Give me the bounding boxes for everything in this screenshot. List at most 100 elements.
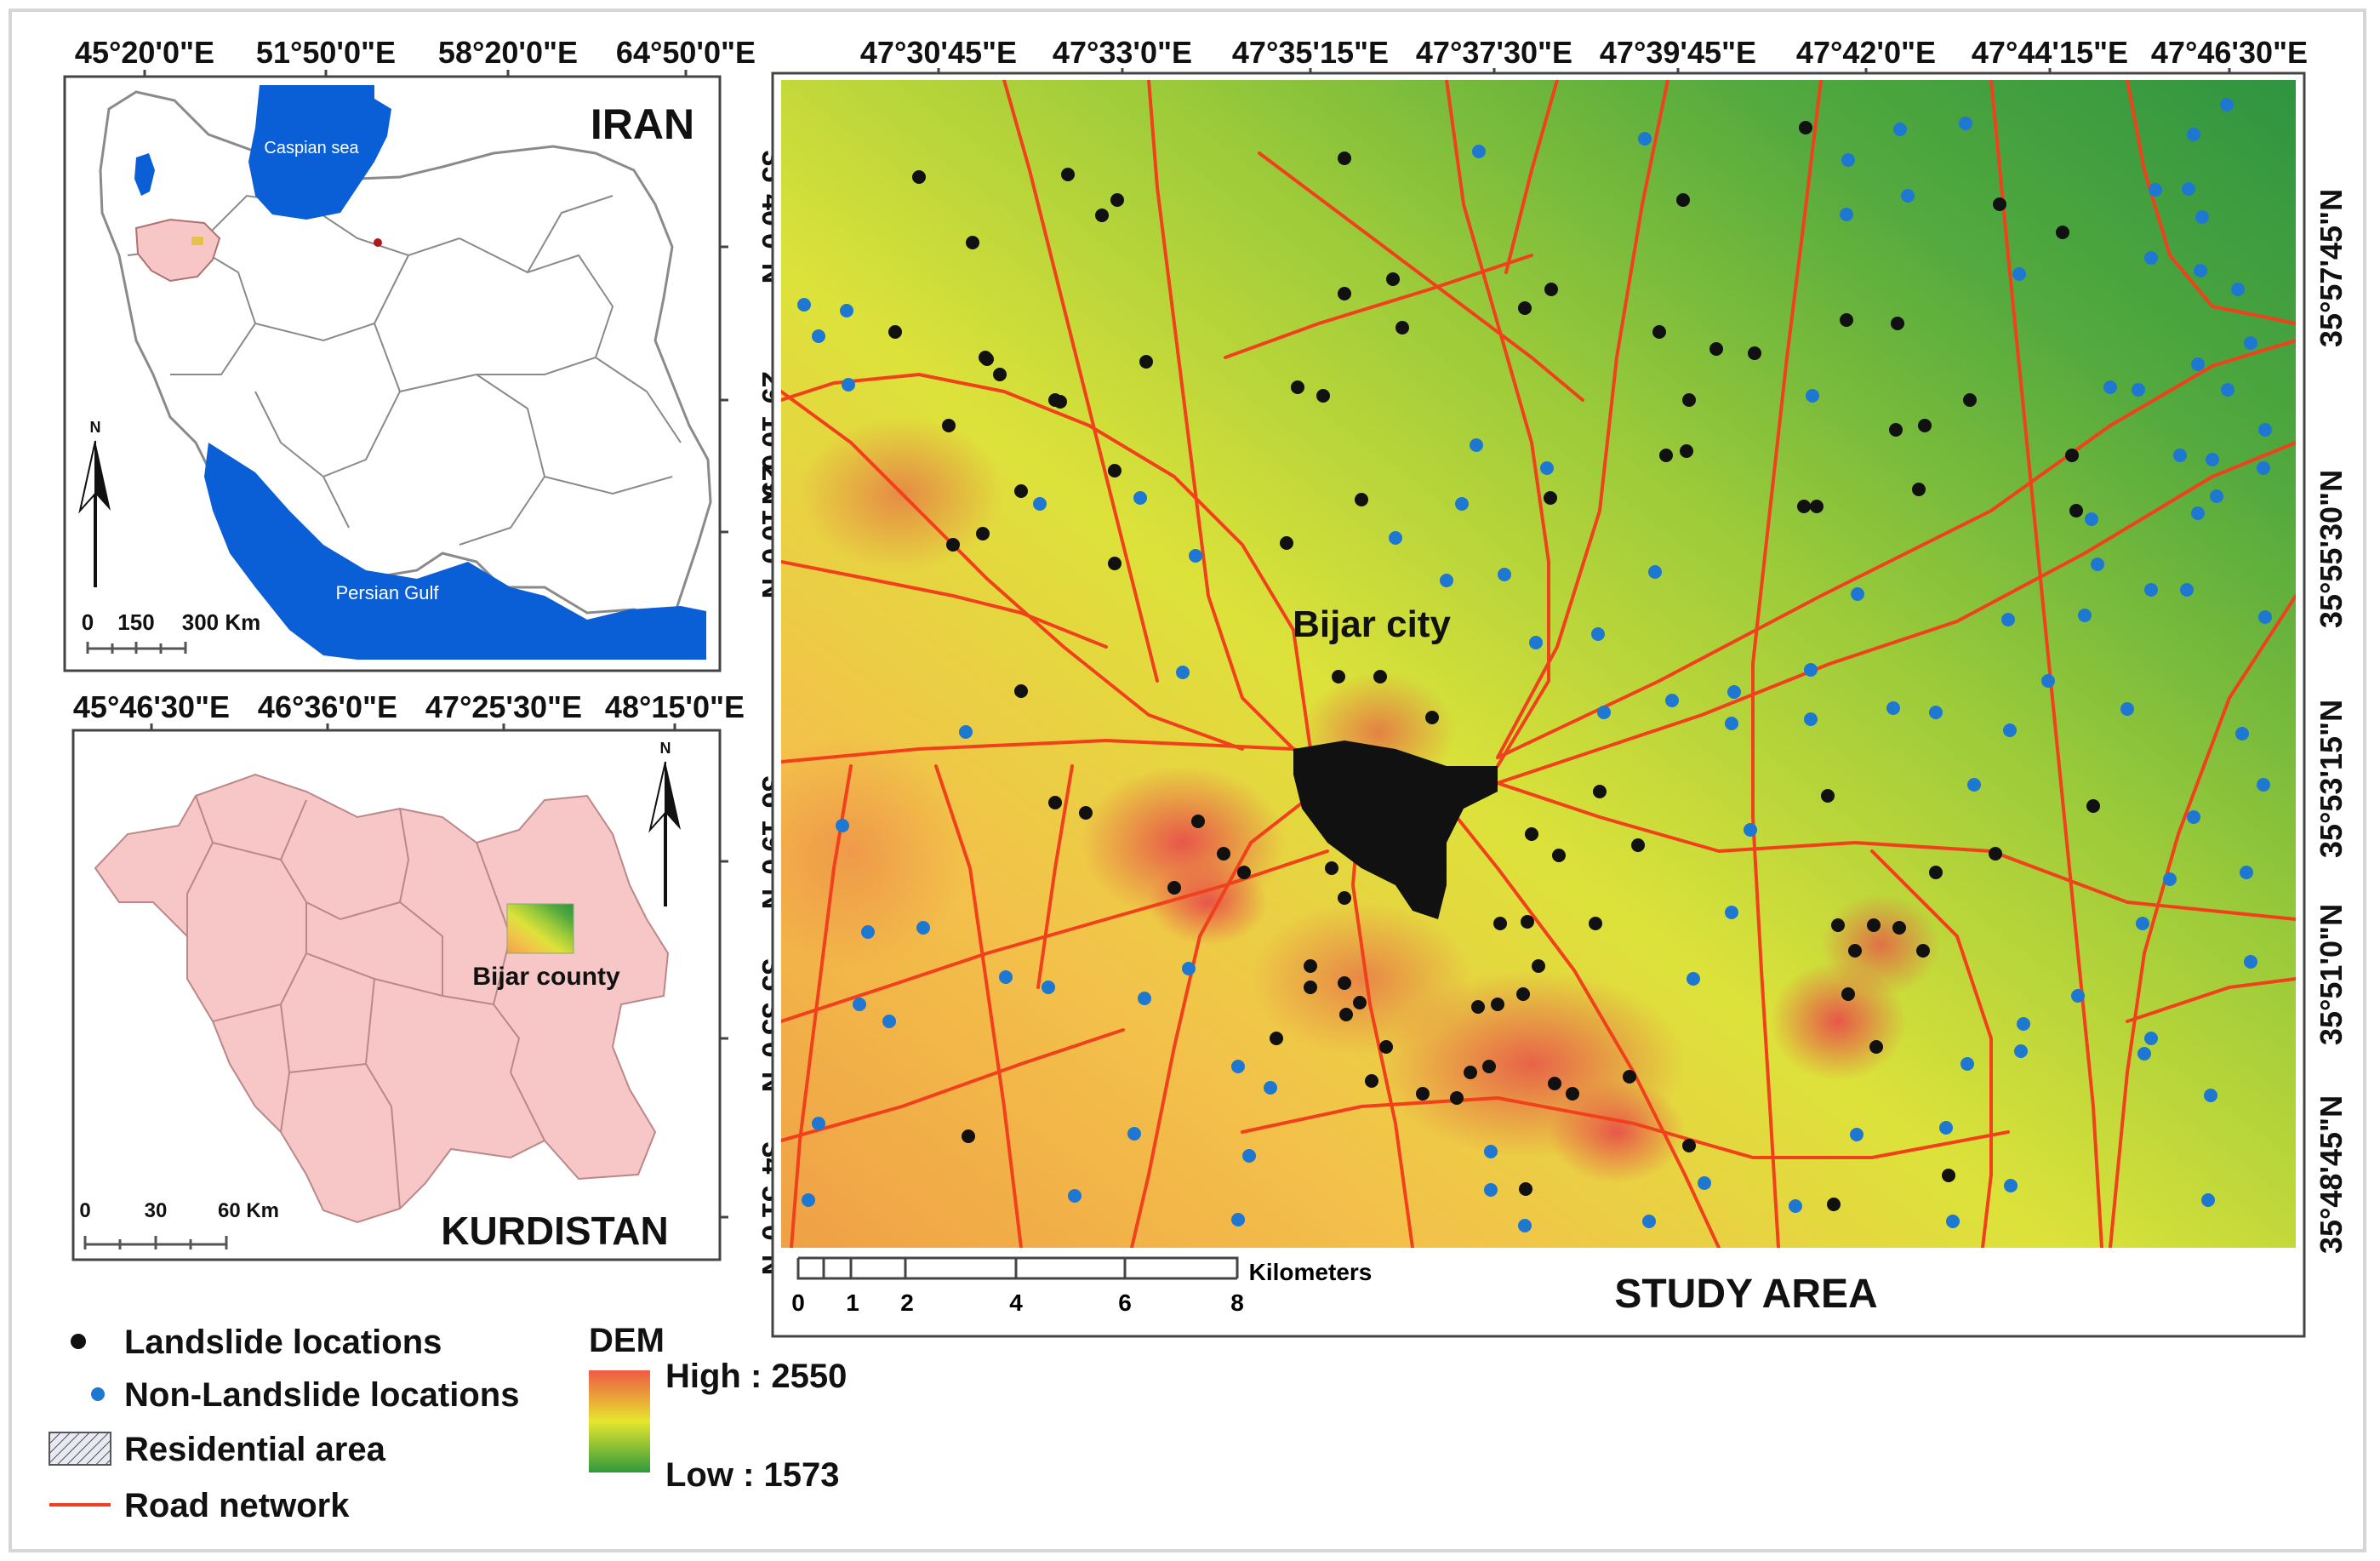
landslide-point	[1061, 168, 1075, 181]
landslide-point	[1521, 915, 1534, 929]
iran-top-ticks: 45°20'0"E 51°50'0"E 58°20'0"E 64°50'0"E	[75, 35, 756, 70]
svg-text:N: N	[90, 419, 101, 436]
landslide-point	[1217, 847, 1230, 861]
landslide-point	[1821, 789, 1835, 803]
landslide-point	[1889, 423, 1903, 437]
svg-text:60 Km: 60 Km	[218, 1199, 279, 1222]
legend-residential-symbol	[49, 1432, 111, 1466]
landslide-point	[1416, 1087, 1430, 1101]
bijar-county-area	[506, 903, 574, 954]
landslide-point	[1304, 981, 1317, 994]
non-landslide-point	[2144, 251, 2158, 265]
landslide-point	[2056, 226, 2069, 239]
non-landslide-point	[1498, 568, 1511, 581]
kurdistan-top-tick: 48°15'0"E	[605, 689, 745, 724]
landslide-point	[1291, 380, 1304, 394]
landslide-point	[1338, 976, 1351, 990]
scale-tick: 4	[1009, 1289, 1023, 1316]
non-landslide-point	[802, 1193, 815, 1207]
non-landslide-point	[2144, 583, 2158, 597]
non-landslide-point	[2258, 423, 2272, 437]
non-landslide-point	[2041, 674, 2055, 688]
landslide-point	[1827, 1198, 1841, 1211]
non-landslide-point	[2004, 1179, 2018, 1192]
non-landslide-point	[2210, 489, 2223, 503]
non-landslide-point	[836, 819, 849, 832]
study-top-tick: 47°44'15"E	[1972, 35, 2128, 70]
lake-urmia	[134, 153, 155, 196]
landslide-point	[1355, 493, 1368, 506]
kurdistan-county-borders	[186, 795, 545, 1209]
non-landslide-point	[842, 378, 855, 392]
non-landslide-point	[2244, 336, 2257, 350]
non-landslide-point	[2078, 609, 2092, 622]
non-landslide-point	[2180, 583, 2194, 597]
landslide-point	[1963, 393, 1977, 407]
non-landslide-point	[1725, 906, 1738, 919]
landslide-point	[1316, 389, 1330, 403]
non-landslide-point	[2240, 866, 2253, 879]
non-landslide-point	[2085, 512, 2098, 526]
landslide-point	[993, 368, 1007, 381]
landslide-point	[1395, 321, 1409, 334]
non-landslide-point	[1138, 992, 1151, 1005]
legend-dem-low: Low : 1573	[665, 1456, 840, 1494]
landslide-point	[1525, 827, 1538, 841]
landslide-point	[1516, 987, 1530, 1001]
scale-tick: 2	[900, 1289, 914, 1316]
legend-landslide-symbol	[71, 1334, 86, 1349]
svg-text:N: N	[660, 740, 671, 757]
non-landslide-point	[2235, 727, 2249, 740]
landslide-point	[1810, 500, 1824, 513]
landslide-point	[1270, 1032, 1283, 1045]
landslide-point	[1680, 444, 1693, 458]
svg-text:0: 0	[82, 609, 94, 635]
kurdistan-north-arrow: N	[648, 740, 681, 906]
non-landslide-point	[1591, 627, 1605, 641]
landslide-point	[1325, 861, 1338, 875]
non-landslide-point	[1529, 636, 1543, 649]
landslide-point	[1593, 785, 1607, 798]
non-landslide-point	[1231, 1213, 1245, 1226]
landslide-point	[1799, 121, 1812, 134]
landslide-point	[1912, 483, 1926, 496]
landslide-point	[1841, 987, 1855, 1001]
legend-landslide-label: Landslide locations	[124, 1324, 442, 1361]
non-landslide-point	[1806, 389, 1819, 403]
svg-text:150: 150	[117, 609, 154, 635]
landslide-point	[1709, 342, 1723, 356]
landslide-point	[1548, 1077, 1561, 1090]
landslide-point	[1544, 491, 1557, 505]
study-right-tick: 35°51'0"N	[2314, 904, 2349, 1045]
non-landslide-point	[1455, 497, 1469, 511]
non-landslide-point	[1929, 706, 1943, 719]
non-landslide-point	[1484, 1145, 1498, 1158]
legend-road-label: Road network	[124, 1487, 350, 1524]
non-landslide-point	[812, 329, 825, 343]
study-right-ticks: 35°57'45"N 35°55'30"N 35°53'15"N 35°51'0…	[2314, 189, 2349, 1254]
landslide-point	[1929, 866, 1943, 879]
non-landslide-point	[2103, 380, 2117, 394]
kurdistan-top-tick: 47°25'30"E	[425, 689, 582, 724]
non-landslide-point	[2017, 1017, 2030, 1031]
landslide-point	[1652, 325, 1666, 339]
landslide-point	[1338, 287, 1351, 300]
landslide-point	[1353, 996, 1367, 1009]
landslide-point	[946, 538, 960, 552]
study-right-tick: 35°53'15"N	[2314, 700, 2349, 858]
bijar-city-label: Bijar city	[1293, 603, 1451, 645]
non-landslide-point	[2191, 506, 2205, 520]
non-landslide-point	[2001, 613, 2015, 626]
iran-scale-bar: 0 150 300 Km	[82, 609, 260, 654]
landslide-point	[1110, 193, 1124, 207]
landslide-point	[1482, 1060, 1496, 1073]
kurdistan-scale-bar: 0 30 60 Km	[79, 1199, 279, 1249]
kurdistan-province	[94, 773, 670, 1224]
landslide-point	[1589, 917, 1602, 930]
iran-top-tick: 58°20'0"E	[438, 35, 578, 70]
landslide-point	[1989, 847, 2002, 861]
non-landslide-point	[1789, 1199, 1802, 1213]
non-landslide-point	[1841, 153, 1855, 167]
non-landslide-point	[1946, 1215, 1960, 1228]
landslide-point	[1848, 944, 1862, 958]
